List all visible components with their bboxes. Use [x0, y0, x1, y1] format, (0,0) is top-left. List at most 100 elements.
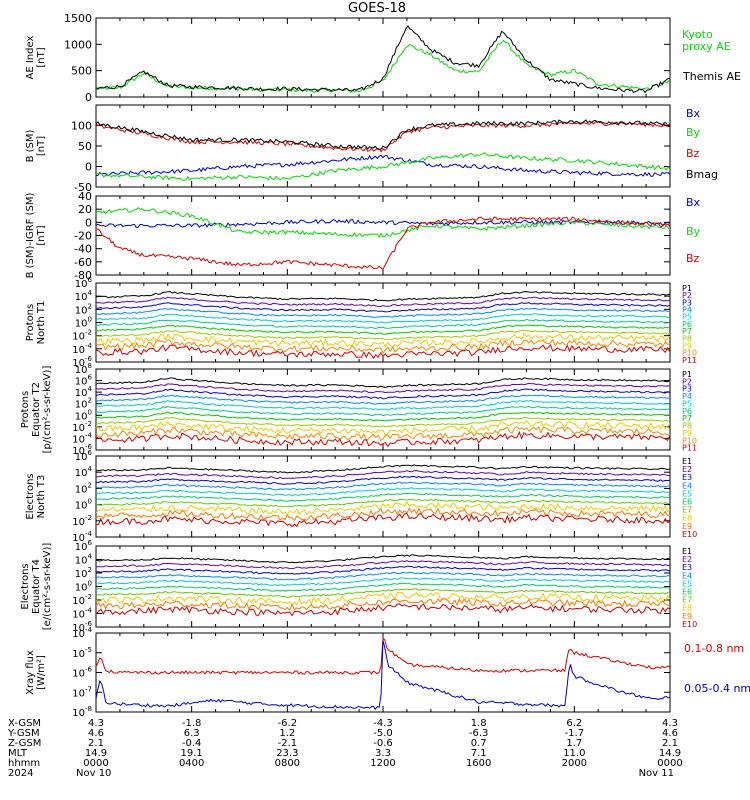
- legend-label: E4: [682, 481, 692, 490]
- legend-label: E10: [682, 620, 697, 629]
- series-line-electrons_t3-5: [96, 492, 670, 502]
- y-tick-label: -20: [74, 230, 92, 243]
- series-line-electrons_t4-2: [96, 565, 670, 575]
- y-tick-label: 106: [75, 449, 93, 463]
- y-tick-label: 102: [75, 302, 92, 316]
- series-line-protons_t2-1: [96, 382, 670, 394]
- legend-label: P5: [682, 313, 692, 322]
- legend-label: E9: [682, 522, 692, 531]
- x-axis-value: 0400: [179, 758, 204, 769]
- x-axis-value: 4.6: [662, 728, 678, 739]
- legend-label: P10: [682, 436, 697, 445]
- y-tick-label: 10-8: [72, 705, 92, 719]
- series-line-electrons_t3-0: [96, 464, 670, 474]
- y-tick-label: 10-4: [72, 431, 92, 445]
- x-axis-value: -6.2: [278, 718, 298, 729]
- series-line-protons_t2-10: [96, 430, 670, 448]
- series-line-electrons_t3-6: [96, 498, 670, 508]
- y-tick-label: 100: [75, 498, 92, 512]
- legend-label: E9: [682, 612, 692, 621]
- legend-label: P3: [682, 298, 692, 307]
- y-axis-label: ProtonsEquator T2[p/(cm²-s-sr-keV)]: [20, 366, 53, 454]
- y-axis-label: ProtonsNorth T1: [25, 301, 47, 345]
- panel-ae: AE Index[nT] 0 500 1000 1500 Kyoto proxy AE The…: [25, 12, 741, 104]
- panel-electrons_t3: ElectronsNorth T310-410-2100102104106E1E…: [25, 449, 697, 544]
- legend-label: E7: [682, 596, 692, 605]
- x-axis-value: 23.3: [276, 748, 298, 759]
- series-line-xray-1: [96, 640, 670, 711]
- x-axis-value: 1200: [370, 758, 395, 769]
- y-tick-label: 104: [75, 465, 93, 479]
- y-tick-label: 0: [85, 161, 92, 174]
- y-tick-label: 10-4: [72, 626, 92, 640]
- series-line-protons_t2-8: [96, 419, 670, 436]
- y-tick-label: 0: [85, 216, 92, 229]
- legend-label: Kyoto proxy AE: [682, 28, 731, 53]
- series-line-electrons_t4-4: [96, 577, 670, 587]
- x-axis-value: -6.3: [469, 728, 489, 739]
- y-tick-label: 500: [71, 65, 92, 78]
- x-axis-value: -1.7: [565, 728, 585, 739]
- y-axis-label: AE Index[nT]: [25, 35, 47, 79]
- y-tick-label: -40: [74, 243, 92, 256]
- series-line-b_sm-2: [96, 121, 670, 153]
- y-tick-label: 10-6: [72, 355, 92, 369]
- series-line-electrons_t3-2: [96, 475, 670, 485]
- x-axis-value: 2.1: [662, 738, 678, 749]
- y-tick-label: 100: [75, 580, 92, 594]
- legend-label: P9: [682, 341, 692, 350]
- x-axis-value: 14.9: [659, 748, 681, 759]
- y-tick-label: 100: [75, 316, 92, 330]
- y-axis-label: Xray flux[W/m²]: [25, 650, 47, 695]
- legend-label: E6: [682, 588, 692, 597]
- legend-label: E7: [682, 506, 692, 515]
- y-tick-label: 10-4: [72, 607, 92, 621]
- series-line-b_sm-3: [96, 119, 670, 151]
- y-tick-label: 50: [78, 140, 92, 153]
- series-line-protons_t1-8: [96, 332, 670, 349]
- y-tick-label: 100: [71, 120, 92, 133]
- series-line-protons_t2-0: [96, 377, 670, 389]
- legend-label: E6: [682, 498, 692, 507]
- series-line-electrons_t3-9: [96, 512, 670, 528]
- legend-label: P5: [682, 399, 692, 408]
- legend-label: P6: [682, 320, 692, 329]
- series-line-protons_t2-4: [96, 399, 670, 411]
- x-axis-value: 2000: [562, 758, 587, 769]
- x-axis-value: 1.8: [471, 718, 487, 729]
- y-tick-label: 10-6: [72, 620, 92, 634]
- x-axis-value: 14.9: [85, 748, 107, 759]
- legend-label: P11: [682, 444, 697, 453]
- series-line-protons_t1-1: [96, 296, 670, 308]
- x-axis-table: X-GSMY-GSMZ-GSMMLThhmm20244.34.62.114.90…: [7, 718, 683, 779]
- x-axis-value: 0.7: [471, 738, 487, 749]
- series-line-electrons_t4-0: [96, 554, 670, 564]
- x-axis-value: 2.1: [88, 738, 104, 749]
- legend-label: P3: [682, 385, 692, 394]
- x-axis-value: -4.3: [373, 718, 393, 729]
- y-tick-label: 10-2: [72, 329, 92, 343]
- x-axis-value: 3.3: [375, 748, 391, 759]
- panel-electrons_t4: ElectronsEquator T4[e/(cm²-s-sr-keV)] 10-…: [20, 539, 697, 634]
- series-line-protons_t2-7: [96, 416, 670, 428]
- y-tick-label: 40: [78, 190, 92, 203]
- legend-label: By: [686, 225, 701, 238]
- series-line-protons_t1-5: [96, 318, 670, 330]
- y-axis-label: ElectronsEquator T4[e/(cm²-s-sr-keV)]: [20, 543, 53, 631]
- x-axis-row-label: Z-GSM: [8, 738, 41, 749]
- series-line-ae-1: [96, 25, 670, 94]
- y-tick-label: 106: [75, 276, 93, 290]
- y-tick-label: 10-2: [72, 514, 92, 528]
- legend-label: E2: [682, 555, 692, 564]
- series-line-b_sm-1: [96, 152, 670, 181]
- series-line-protons_t2-9: [96, 426, 670, 442]
- series-line-electrons_t3-8: [96, 507, 670, 522]
- y-tick-label: 106: [75, 539, 93, 553]
- legend-label: Bmag: [686, 168, 718, 181]
- series-line-electrons_t4-6: [96, 588, 670, 598]
- y-tick-label: 104: [75, 385, 93, 399]
- legend-label: P10: [682, 349, 697, 358]
- series-line-b_sm-0: [96, 154, 670, 177]
- y-tick-label: 102: [75, 481, 92, 495]
